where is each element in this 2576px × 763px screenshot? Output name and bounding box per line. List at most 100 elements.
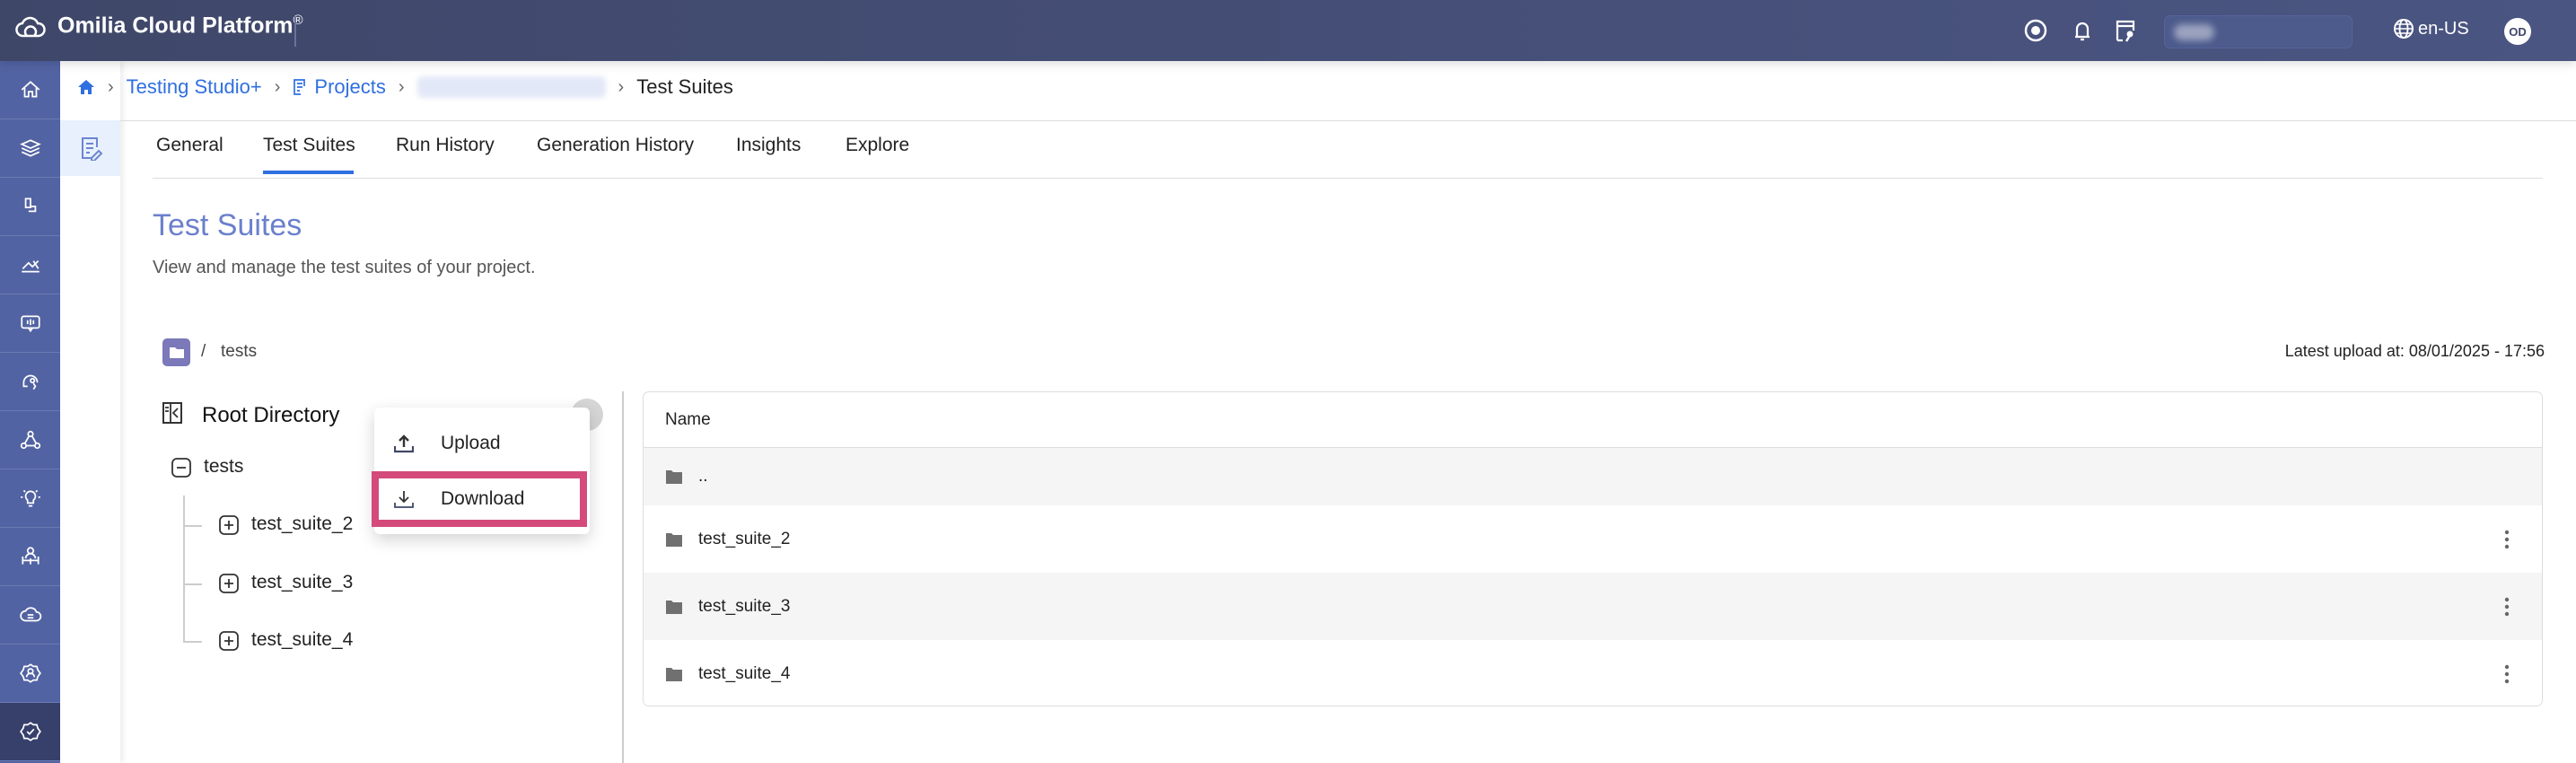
tree-title: Root Directory xyxy=(202,403,340,427)
expand-icon[interactable] xyxy=(219,631,239,651)
avatar[interactable]: OD xyxy=(2504,18,2531,45)
sidebar-item-user-settings[interactable] xyxy=(0,645,60,703)
settings-check-icon xyxy=(19,722,41,741)
folder-icon xyxy=(666,600,682,614)
sidebar-item-layers[interactable] xyxy=(0,119,60,178)
expand-icon[interactable] xyxy=(219,515,239,535)
tree-line xyxy=(183,525,202,527)
path-folder[interactable]: tests xyxy=(221,342,258,361)
sidebar-item-analytics[interactable] xyxy=(0,236,60,294)
root-folder-button[interactable] xyxy=(162,338,190,366)
kebab-menu-icon[interactable] xyxy=(2504,664,2510,684)
table-row[interactable]: .. xyxy=(644,448,2542,505)
analytics-icon xyxy=(21,260,39,273)
user-settings-icon xyxy=(19,663,41,683)
sidebar-item-headset[interactable] xyxy=(0,353,60,411)
collapse-panel-icon[interactable] xyxy=(162,402,182,424)
cloud-logo-icon xyxy=(15,16,46,38)
tree-line xyxy=(183,496,185,642)
divider xyxy=(120,120,2576,121)
divider xyxy=(294,16,296,47)
sidebar-item-settings-check[interactable] xyxy=(0,703,60,761)
brand-logo[interactable]: Omilia Cloud Platform® xyxy=(14,13,303,39)
support-icon[interactable] xyxy=(2023,18,2048,43)
document-edit-icon xyxy=(81,137,102,161)
language-selector[interactable]: en-US xyxy=(2393,18,2469,39)
folder-icon xyxy=(666,667,682,681)
divider xyxy=(153,178,2543,179)
document-icon xyxy=(294,79,306,95)
latest-upload: Latest upload at: 08/01/2025 - 17:56 xyxy=(2284,342,2545,360)
sidebar-item-cloud[interactable] xyxy=(0,586,60,645)
sidebar-item-people[interactable] xyxy=(0,528,60,586)
table-row[interactable]: test_suite_3 xyxy=(644,573,2542,640)
redacted-org-name xyxy=(2174,24,2214,40)
tree-node[interactable]: test_suite_2 xyxy=(251,513,354,534)
row-name: test_suite_2 xyxy=(698,529,791,548)
file-table: Name .. test_suite_2 test_suite_3 test_s… xyxy=(643,391,2543,706)
breadcrumb-projects[interactable]: Projects xyxy=(293,75,386,99)
upload-icon xyxy=(394,434,414,453)
menu-item-download[interactable]: Download xyxy=(374,472,590,526)
tab-insights[interactable]: Insights xyxy=(736,135,802,155)
table-row[interactable]: test_suite_2 xyxy=(644,505,2542,573)
sidebar-item-monitor[interactable] xyxy=(0,294,60,353)
bulb-icon xyxy=(20,489,40,507)
people-icon xyxy=(21,547,39,565)
tree-node[interactable]: test_suite_4 xyxy=(251,629,354,650)
home-icon[interactable] xyxy=(77,79,95,95)
bell-icon[interactable] xyxy=(2070,18,2095,43)
panel-divider[interactable] xyxy=(622,391,624,763)
kebab-menu-icon[interactable] xyxy=(2504,530,2510,549)
language-label: en-US xyxy=(2418,18,2469,39)
tab-run-history[interactable]: Run History xyxy=(396,135,495,155)
menu-item-label: Upload xyxy=(441,433,501,453)
tab-generation-history[interactable]: Generation History xyxy=(537,135,695,155)
download-icon xyxy=(394,491,414,508)
sidebar-item-home[interactable] xyxy=(0,61,60,119)
top-bar: Omilia Cloud Platform® en-US OD xyxy=(0,0,2576,61)
table-row[interactable]: test_suite_4 xyxy=(644,640,2542,706)
expand-icon[interactable] xyxy=(219,574,239,593)
main-sidebar xyxy=(0,61,60,763)
secondary-sidebar xyxy=(60,61,120,763)
kebab-menu-icon[interactable] xyxy=(2504,597,2510,617)
breadcrumb-projects-label: Projects xyxy=(314,75,386,98)
row-name: test_suite_3 xyxy=(698,596,791,616)
monitor-icon xyxy=(20,315,40,333)
menu-item-upload[interactable]: Upload xyxy=(374,417,590,470)
redacted-project-name[interactable] xyxy=(416,76,606,98)
tab-general[interactable]: General xyxy=(156,135,223,155)
network-icon xyxy=(20,430,40,450)
license-icon[interactable] xyxy=(2113,18,2138,43)
tree-node[interactable]: test_suite_3 xyxy=(251,572,354,592)
chevron-right-icon: › xyxy=(108,76,114,97)
sidebar-item-network[interactable] xyxy=(0,411,60,469)
path-separator: / xyxy=(201,342,206,361)
headset-icon xyxy=(22,374,38,390)
page-title: Test Suites xyxy=(153,208,302,242)
page-subtitle: View and manage the test suites of your … xyxy=(153,258,536,277)
chevron-right-icon: › xyxy=(618,76,625,97)
phone-icon xyxy=(24,197,36,213)
active-tab-indicator xyxy=(263,171,354,174)
tab-explore[interactable]: Explore xyxy=(846,135,910,155)
organization-selector[interactable] xyxy=(2164,15,2353,48)
tree-node-tests[interactable]: tests xyxy=(204,456,244,477)
sidebar-item-phone[interactable] xyxy=(0,178,60,236)
breadcrumb-current: Test Suites xyxy=(636,75,733,98)
cloud-icon xyxy=(19,607,41,622)
column-header-name[interactable]: Name xyxy=(665,409,711,429)
table-header: Name xyxy=(644,392,2542,448)
folder-icon xyxy=(666,470,682,484)
breadcrumb-testing-studio[interactable]: Testing Studio+ xyxy=(126,75,262,98)
sidebar-item-projects[interactable] xyxy=(60,120,120,176)
row-name: test_suite_4 xyxy=(698,663,791,683)
breadcrumb: › Testing Studio+ › Projects › › Test Su… xyxy=(77,75,733,99)
collapse-icon[interactable] xyxy=(171,458,191,478)
tab-test-suites[interactable]: Test Suites xyxy=(263,135,355,155)
highlight-annotation xyxy=(372,471,587,527)
chevron-right-icon: › xyxy=(274,76,281,97)
tree-line xyxy=(183,641,202,643)
sidebar-item-bulb[interactable] xyxy=(0,469,60,528)
